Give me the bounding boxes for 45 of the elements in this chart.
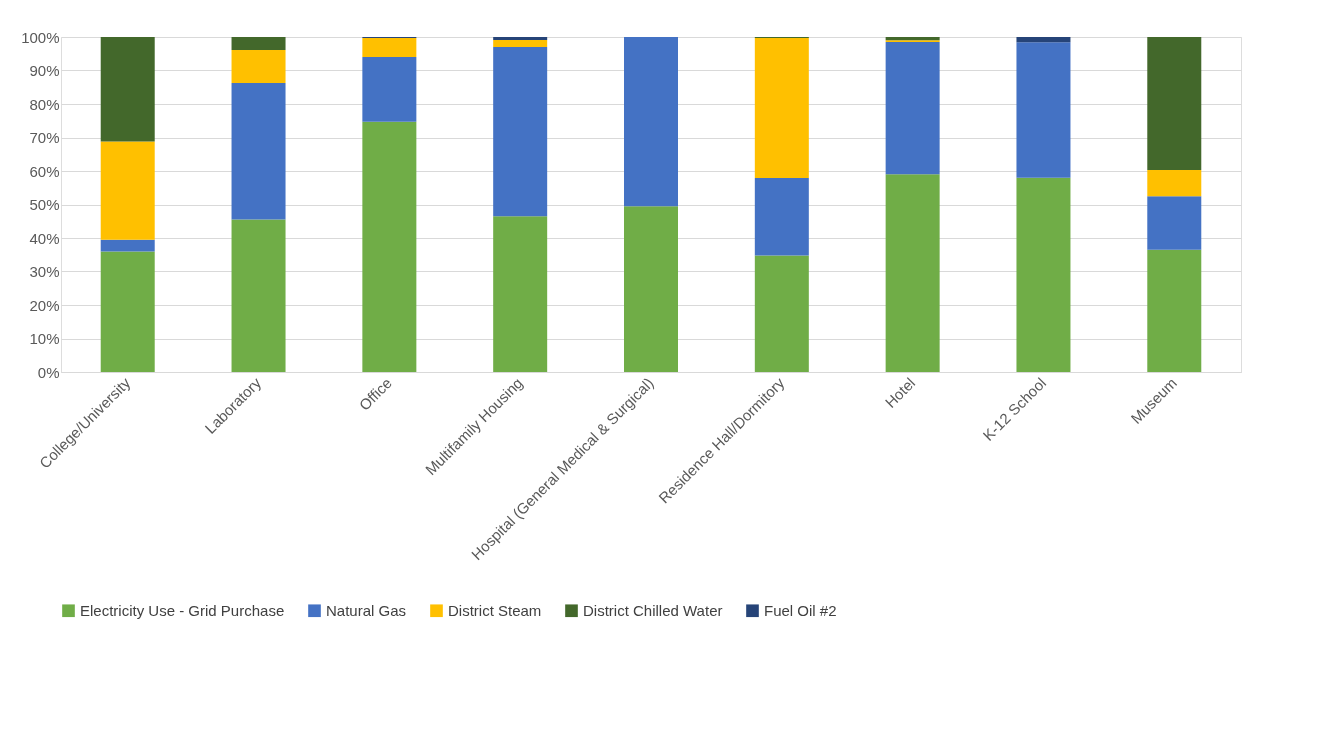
- bar: [885, 42, 940, 175]
- bar: [624, 206, 678, 372]
- legend-label: District Steam: [448, 601, 542, 619]
- bar: [100, 251, 155, 372]
- bar: [1016, 177, 1071, 372]
- bar: [1147, 249, 1202, 372]
- y-tick-label: 90%: [29, 62, 60, 79]
- legend-label: District Chilled Water: [583, 601, 723, 619]
- y-tick-label: 0%: [37, 363, 60, 381]
- y-tick-label: 70%: [29, 129, 60, 146]
- bar: [754, 255, 809, 372]
- y-tick-label: 50%: [29, 196, 60, 213]
- bar: [493, 37, 548, 41]
- y-tick-label: 40%: [29, 229, 60, 247]
- bar: [624, 37, 678, 207]
- legend-label: Electricity Use - Grid Purchase: [80, 601, 285, 619]
- bar: [100, 37, 155, 142]
- bar: [493, 40, 548, 48]
- bar: [231, 219, 286, 372]
- y-tick-label: 20%: [29, 296, 60, 314]
- bar: [1016, 37, 1071, 43]
- bar: [754, 38, 809, 179]
- y-tick-label: 80%: [29, 95, 60, 113]
- bar: [493, 216, 548, 372]
- bar: [362, 38, 417, 58]
- legend-label: Fuel Oil #2: [764, 601, 837, 619]
- bar: [362, 121, 417, 372]
- bar: [231, 50, 286, 83]
- bar: [231, 82, 286, 220]
- y-tick-label: 60%: [29, 162, 60, 180]
- bar: [100, 141, 155, 240]
- y-tick-label: 100%: [21, 28, 60, 46]
- bar: [885, 174, 940, 372]
- bar: [1016, 42, 1071, 178]
- bar: [100, 239, 155, 252]
- bar: [1147, 196, 1202, 250]
- legend-label: Natural Gas: [326, 601, 407, 619]
- y-tick-label: 30%: [29, 263, 60, 280]
- bar: [1147, 170, 1202, 197]
- bar: [493, 47, 548, 217]
- bar: [362, 57, 417, 122]
- bar: [231, 37, 286, 51]
- bar: [754, 178, 809, 256]
- y-tick-label: 10%: [29, 330, 60, 347]
- bar: [1147, 37, 1202, 170]
